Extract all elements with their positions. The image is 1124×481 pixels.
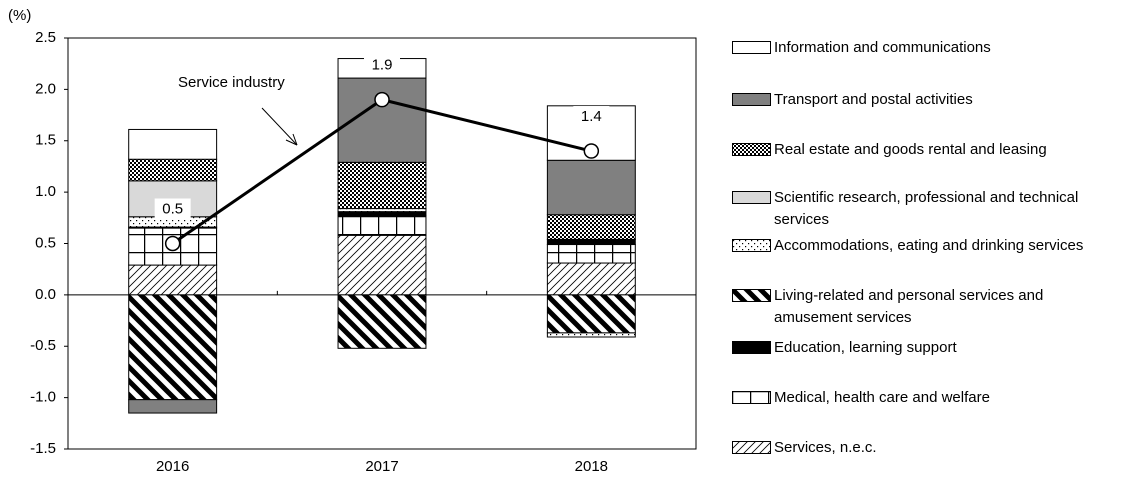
value-label: 0.5 [162,200,183,217]
bar-segment [337,294,427,349]
legend-item: Services, n.e.c. [732,437,1122,459]
bar-segment [546,159,636,216]
value-label-box [154,198,191,219]
legend-label: Accommodations, eating and drinking serv… [774,237,1084,254]
y-tick-label: 2.0 [35,80,56,97]
value-label-box [364,54,400,75]
value-label: 1.9 [372,57,393,74]
legend-swatch [732,289,771,302]
legend-item: Education, learning support [732,337,1122,359]
y-axis-label: (%) [8,7,31,24]
bar-segment [546,238,636,246]
legend-item: Living-related and personal services and… [732,285,1122,329]
line-point [164,235,181,252]
x-tick-label: 2017 [365,458,398,475]
y-tick-label: -0.5 [30,337,56,354]
annotation-arrow [261,107,298,146]
legend-item: Medical, health care and welfare [732,387,1122,409]
legend-swatch [732,143,771,156]
bar-segment [546,294,636,334]
bar-segment [546,214,636,240]
annotation-arrowhead [285,133,298,146]
value-label-box [573,106,610,127]
bar-segment [337,211,427,217]
y-tick-label: 0.5 [35,234,56,251]
legend-label: Education, learning support [774,339,957,356]
legend-label: Real estate and goods rental and leasing [774,141,1047,158]
legend-label: Scientific research, professional and te… [774,189,1079,228]
y-tick-label: 2.5 [35,29,56,46]
bar-segment [128,264,218,296]
annotation: Service industry [178,74,285,91]
y-tick-label: 0.0 [35,286,56,303]
y-tick-label: 1.0 [35,183,56,200]
line-point [374,91,390,108]
legend-swatch [732,341,771,354]
bar-segment [546,262,636,296]
legend-label: Information and communications [774,39,991,56]
legend-item: Real estate and goods rental and leasing [732,139,1122,161]
y-tick-label: 1.5 [35,132,56,149]
y-tick-label: -1.0 [30,389,56,406]
value-label: 1.4 [581,108,602,125]
legend-swatch [732,93,771,106]
bar-segment [337,161,427,210]
x-tick-label: 2018 [575,458,608,475]
bar-segment [546,244,636,264]
bar-segment [546,332,636,338]
bar-segment [128,158,218,182]
line-point [583,143,600,159]
x-tick-label: 2016 [156,458,189,475]
legend-item: Scientific research, professional and te… [732,187,1122,231]
legend-item: Accommodations, eating and drinking serv… [732,235,1122,257]
y-tick-label: -1.5 [30,440,56,457]
legend-label: Services, n.e.c. [774,439,877,456]
legend-swatch [732,441,771,454]
bar-segment [337,234,427,296]
legend-label: Transport and postal activities [774,91,973,108]
legend-swatch [732,191,771,204]
legend-label: Medical, health care and welfare [774,389,990,406]
legend-swatch [732,391,771,404]
legend-item: Information and communications [732,37,1122,59]
bar-segment [337,215,427,236]
legend-swatch [732,41,771,54]
bar-segment [128,399,218,414]
legend: Information and communications Transport … [732,0,1124,481]
legend-swatch [732,239,771,252]
bar-segment [128,294,218,401]
legend-label: Living-related and personal services and… [774,287,1044,326]
bar-segment [128,128,218,160]
legend-item: Transport and postal activities [732,89,1122,111]
